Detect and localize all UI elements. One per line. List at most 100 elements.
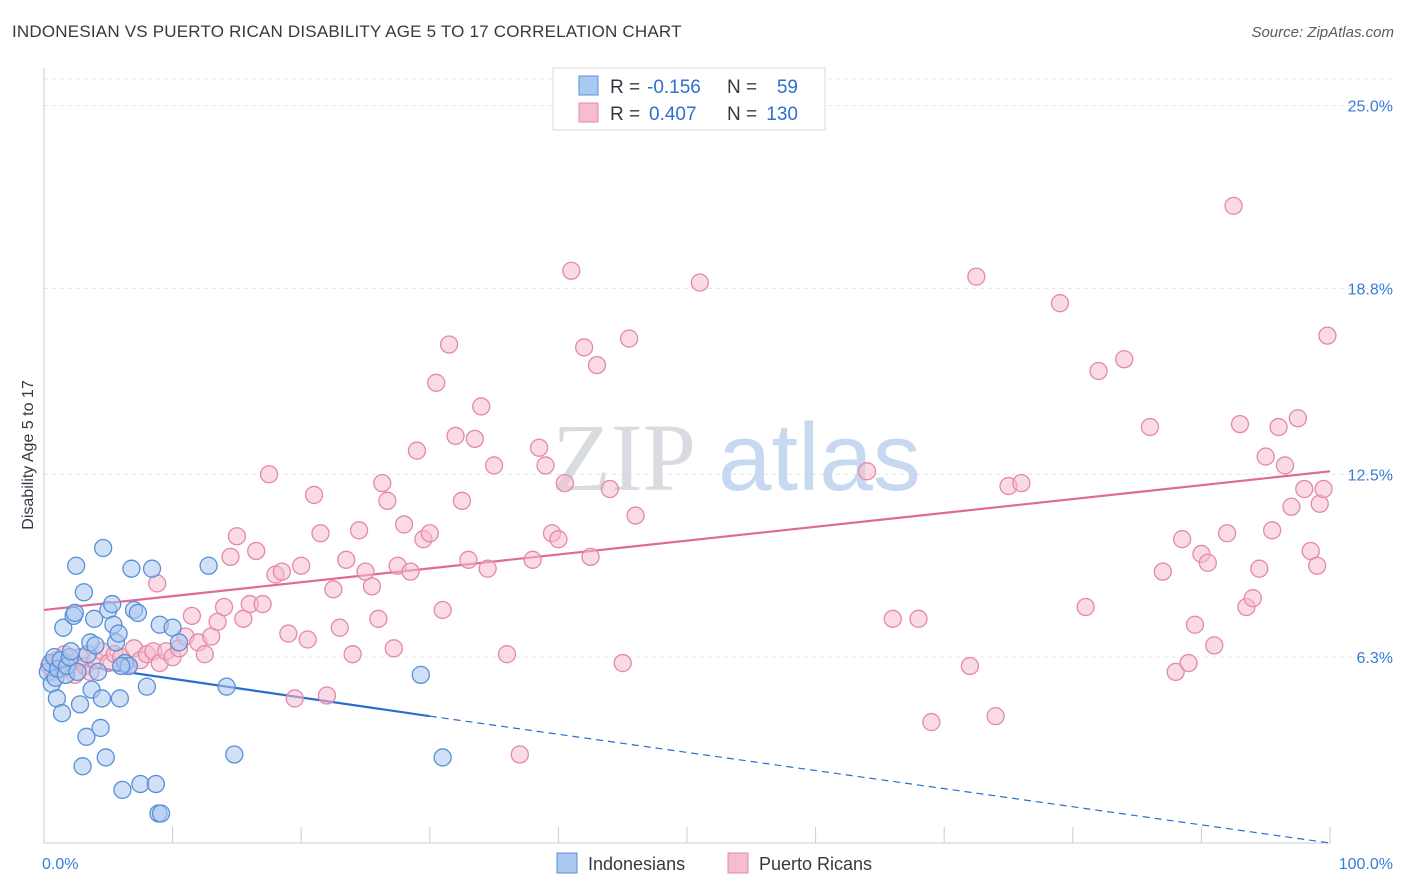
- puerto-rican-point: [1318, 326, 1337, 345]
- watermark: ZIP atlas: [552, 404, 921, 511]
- indonesian-point: [433, 748, 452, 767]
- puerto-rican-point: [452, 491, 472, 510]
- puerto-rican-point: [1012, 473, 1031, 493]
- puerto-rican-point: [1179, 653, 1198, 673]
- indonesian-point: [86, 636, 105, 655]
- puerto-rican-point: [317, 686, 337, 705]
- puerto-rican-point: [349, 521, 369, 540]
- indonesian-point: [73, 757, 92, 776]
- indonesian-point: [122, 559, 141, 578]
- bottom-legend-swatch-puerto-ricans: [727, 852, 749, 874]
- puerto-rican-point: [384, 639, 403, 658]
- puerto-rican-point: [195, 645, 214, 664]
- puerto-rican-point: [298, 630, 317, 649]
- bottom-legend-label-puerto-ricans: Puerto Ricans: [759, 854, 872, 874]
- indonesian-point: [67, 556, 86, 575]
- legend-n-value-puerto-ricans: 130: [766, 104, 798, 125]
- puerto-rican-point: [1089, 361, 1108, 381]
- puerto-rican-point: [478, 559, 497, 578]
- puerto-rican-point: [373, 473, 392, 493]
- puerto-rican-point: [465, 429, 484, 449]
- puerto-rican-point: [922, 712, 941, 732]
- indonesian-point: [109, 624, 128, 643]
- indonesian-point: [411, 665, 430, 685]
- indonesian-point: [225, 745, 244, 764]
- puerto-rican-point: [690, 273, 710, 292]
- watermark-zip: ZIP: [552, 404, 696, 511]
- indonesian-point: [151, 804, 171, 823]
- puerto-rican-point: [1262, 521, 1282, 540]
- puerto-rican-point: [272, 562, 292, 581]
- indonesian-point: [103, 594, 122, 614]
- puerto-rican-point: [587, 355, 607, 375]
- puerto-rican-point: [407, 441, 427, 460]
- indonesian-point: [131, 774, 150, 794]
- puerto-rican-point: [1269, 417, 1288, 437]
- puerto-rican-point: [1288, 409, 1307, 428]
- puerto-rican-point: [446, 426, 465, 446]
- puerto-rican-point: [1282, 497, 1301, 516]
- puerto-rican-point: [401, 562, 420, 581]
- legend-r-value-indonesians: -0.156: [647, 77, 701, 98]
- puerto-rican-point: [1295, 479, 1314, 499]
- puerto-rican-point: [1230, 414, 1250, 434]
- puerto-rican-point: [1217, 524, 1237, 543]
- puerto-rican-point: [1185, 615, 1205, 634]
- puerto-rican-point: [529, 438, 549, 457]
- puerto-rican-point: [1140, 417, 1160, 437]
- grid-lines: [44, 78, 1392, 658]
- puerto-rican-point: [1076, 597, 1095, 617]
- x-tick-labels: 0.0% 100.0%: [42, 856, 1393, 873]
- indonesian-point: [77, 727, 96, 746]
- puerto-rican-point: [613, 653, 632, 673]
- indonesian-point: [70, 695, 90, 714]
- indonesian-point: [113, 780, 132, 800]
- source-credit: Source: ZipAtlas.com: [1251, 24, 1394, 41]
- data-points: [38, 196, 1337, 823]
- bottom-legend: Indonesians Puerto Ricans: [556, 852, 872, 874]
- indonesian-point: [61, 642, 81, 661]
- puerto-rican-point: [1250, 559, 1269, 578]
- legend-r-label-indonesians: R =: [610, 77, 640, 98]
- puerto-rican-point: [182, 606, 202, 626]
- axes: [43, 68, 1331, 844]
- puerto-rican-point: [497, 645, 517, 664]
- puerto-rican-point: [1256, 447, 1275, 466]
- y-tick-label: 18.8%: [1348, 281, 1393, 298]
- puerto-rican-point: [337, 550, 356, 569]
- puerto-rican-point: [967, 267, 986, 286]
- puerto-rican-point: [227, 527, 247, 546]
- puerto-rican-point: [986, 707, 1005, 726]
- puerto-rican-point: [369, 609, 388, 628]
- puerto-rican-point: [304, 485, 324, 505]
- indonesian-point: [65, 603, 85, 623]
- indonesian-point: [88, 662, 108, 682]
- legend-n-label-indonesians: N =: [727, 77, 757, 98]
- puerto-rican-point: [253, 594, 272, 614]
- puerto-rican-point: [1224, 196, 1243, 215]
- puerto-rican-point: [909, 609, 928, 628]
- puerto-rican-point: [1166, 662, 1185, 682]
- puerto-rican-point: [484, 456, 504, 475]
- indonesian-point: [96, 748, 115, 767]
- bottom-legend-swatch-indonesians: [556, 852, 578, 874]
- watermark-atlas: atlas: [718, 404, 921, 511]
- legend-swatch-puerto-ricans: [578, 102, 599, 123]
- puerto-rican-point: [259, 465, 279, 484]
- indonesian-point: [128, 603, 148, 623]
- puerto-rican-point: [600, 479, 619, 499]
- puerto-rican-point: [857, 462, 877, 481]
- indonesian-point: [54, 618, 73, 637]
- puerto-rican-point: [1275, 456, 1295, 475]
- legend-n-label-puerto-ricans: N =: [727, 104, 757, 125]
- indonesian-point: [74, 583, 94, 602]
- indonesian-point: [110, 689, 130, 708]
- puerto-rican-point: [510, 745, 529, 764]
- puerto-rican-point: [581, 547, 600, 567]
- legend-n-value-indonesians: 59: [777, 77, 798, 98]
- puerto-rican-point: [221, 547, 240, 567]
- puerto-rican-point: [362, 577, 382, 596]
- chart-title: INDONESIAN VS PUERTO RICAN DISABILITY AG…: [12, 22, 682, 41]
- y-tick-label: 12.5%: [1348, 467, 1393, 484]
